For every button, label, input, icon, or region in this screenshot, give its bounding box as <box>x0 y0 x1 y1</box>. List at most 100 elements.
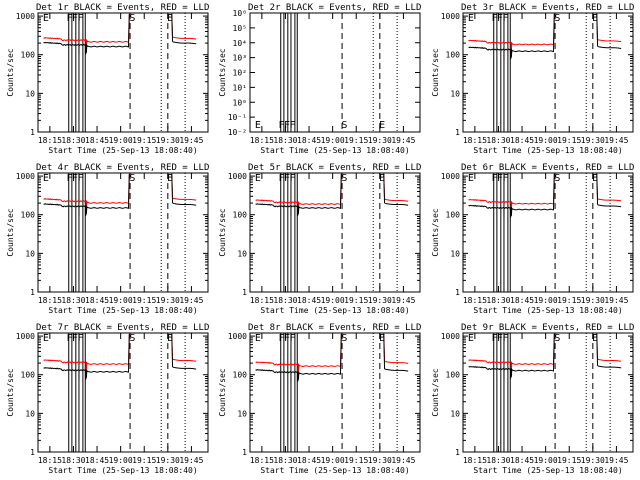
x-tick-label: 18:30 <box>486 136 510 145</box>
event-marker: F <box>492 333 498 344</box>
event-marker: E <box>167 173 173 184</box>
y-tick-label: 1 <box>30 288 35 297</box>
series-events-line <box>255 333 409 381</box>
plot-frame <box>249 12 421 133</box>
x-tick-label: 18:15 <box>38 296 62 305</box>
event-marker: F <box>290 120 296 131</box>
y-tick-label: 100 <box>21 371 36 380</box>
x-tick-label: 19:30 <box>581 456 605 465</box>
y-tick-label: 100 <box>233 371 248 380</box>
y-tick-label: 1 <box>455 288 460 297</box>
x-tick-label: 18:30 <box>61 136 85 145</box>
x-tick-label: 18:45 <box>510 296 534 305</box>
x-axis-label: Start Time (25-Sep-13 18:08:40) <box>260 146 409 155</box>
x-tick-label: 19:00 <box>109 136 133 145</box>
series-events-line <box>43 173 197 215</box>
x-tick-label: 19:00 <box>321 136 345 145</box>
plot-frame <box>462 332 634 453</box>
x-tick-label: 19:00 <box>321 296 345 305</box>
x-axis-label: Start Time (25-Sep-13 18:08:40) <box>260 466 409 475</box>
series-events-line <box>468 333 622 378</box>
x-tick-label: 19:45 <box>391 296 415 305</box>
x-tick-label: 19:00 <box>321 456 345 465</box>
plot-frame <box>37 12 209 133</box>
x-tick-label: 18:15 <box>463 456 487 465</box>
event-marker: S <box>129 333 135 344</box>
x-tick-label: 18:45 <box>85 136 109 145</box>
y-tick-label: 1 <box>30 448 35 457</box>
event-marker: F <box>284 120 290 131</box>
x-tick-label: 18:30 <box>273 296 297 305</box>
event-marker: F <box>72 333 78 344</box>
panel-title: Det 3r BLACK = Events, RED = LLD <box>461 3 634 13</box>
x-tick-label: 19:45 <box>179 456 203 465</box>
x-tick-label: 18:15 <box>38 136 62 145</box>
panel-title: Det 5r BLACK = Events, RED = LLD <box>248 163 421 173</box>
x-tick-label: 19:45 <box>604 296 628 305</box>
x-tick-label: 18:15 <box>250 456 274 465</box>
panel-det-4: Det 4r BLACK = Events, RED = LLD 1 10 100 10… <box>6 163 209 315</box>
y-tick-label: 1000 <box>16 12 35 21</box>
event-marker: E <box>592 173 598 184</box>
event-marker: F <box>503 13 509 24</box>
x-tick-label: 18:45 <box>297 456 321 465</box>
event-marker: S <box>554 333 560 344</box>
y-axis-label: Counts/sec <box>6 368 15 416</box>
y-tick-label: 1000 <box>16 332 35 341</box>
y-tick-label: 1 <box>30 128 35 137</box>
x-tick-label: 19:15 <box>132 456 156 465</box>
y-tick-label: 1 <box>242 448 247 457</box>
x-tick-label: 19:45 <box>179 136 203 145</box>
event-marker: S <box>341 333 347 344</box>
event-marker: F <box>497 173 503 184</box>
event-marker: F <box>67 13 73 24</box>
y-tick-label: 1000 <box>16 172 35 181</box>
panel-title: Det 4r BLACK = Events, RED = LLD <box>36 163 209 173</box>
panel-title: Det 9r BLACK = Events, RED = LLD <box>461 323 634 333</box>
x-tick-label: 19:15 <box>344 296 368 305</box>
y-axis-label: Counts/sec <box>218 208 227 256</box>
panel-title: Det 1r BLACK = Events, RED = LLD <box>36 3 209 13</box>
y-tick-label: 10 <box>25 89 35 98</box>
x-tick-label: 18:15 <box>463 296 487 305</box>
x-tick-label: 19:45 <box>391 456 415 465</box>
event-marker: F <box>72 173 78 184</box>
y-axis-label: Counts/sec <box>6 208 15 256</box>
x-tick-label: 18:30 <box>61 296 85 305</box>
event-marker: E <box>43 333 49 344</box>
y-tick-label: 100 <box>446 51 461 60</box>
series-lld-line <box>468 333 622 371</box>
y-axis-label: Counts/sec <box>431 208 440 256</box>
x-tick-label: 19:15 <box>344 136 368 145</box>
event-marker: E <box>379 120 385 131</box>
y-tick-label: 100 <box>446 371 461 380</box>
x-tick-label: 18:15 <box>463 136 487 145</box>
x-tick-label: 18:45 <box>297 136 321 145</box>
y-tick-label: 10 <box>25 409 35 418</box>
event-marker: E <box>167 333 173 344</box>
event-marker: E <box>592 13 598 24</box>
y-axis-label: Counts/sec <box>431 48 440 96</box>
y-tick-label: 10 <box>237 409 247 418</box>
plot-frame <box>462 172 634 293</box>
event-marker: S <box>341 120 347 131</box>
y-tick-label: 1000 <box>228 172 247 181</box>
x-tick-label: 19:45 <box>604 136 628 145</box>
x-tick-label: 19:30 <box>156 136 180 145</box>
y-axis-label: Counts/sec <box>431 368 440 416</box>
x-axis-label: Start Time (25-Sep-13 18:08:40) <box>48 466 197 475</box>
event-marker: F <box>497 333 503 344</box>
y-tick-label: 10 <box>450 89 460 98</box>
y-tick-label: 100 <box>446 211 461 220</box>
x-tick-label: 18:45 <box>510 456 534 465</box>
event-marker: F <box>78 333 84 344</box>
y-tick-label: 10⁻¹ <box>228 113 247 122</box>
x-tick-label: 18:15 <box>250 136 274 145</box>
x-tick-label: 19:00 <box>109 296 133 305</box>
x-tick-label: 19:00 <box>534 296 558 305</box>
x-tick-label: 19:15 <box>557 296 581 305</box>
event-marker: E <box>167 13 173 24</box>
y-tick-label: 1 <box>242 288 247 297</box>
x-tick-label: 19:30 <box>581 136 605 145</box>
x-tick-label: 19:15 <box>557 136 581 145</box>
